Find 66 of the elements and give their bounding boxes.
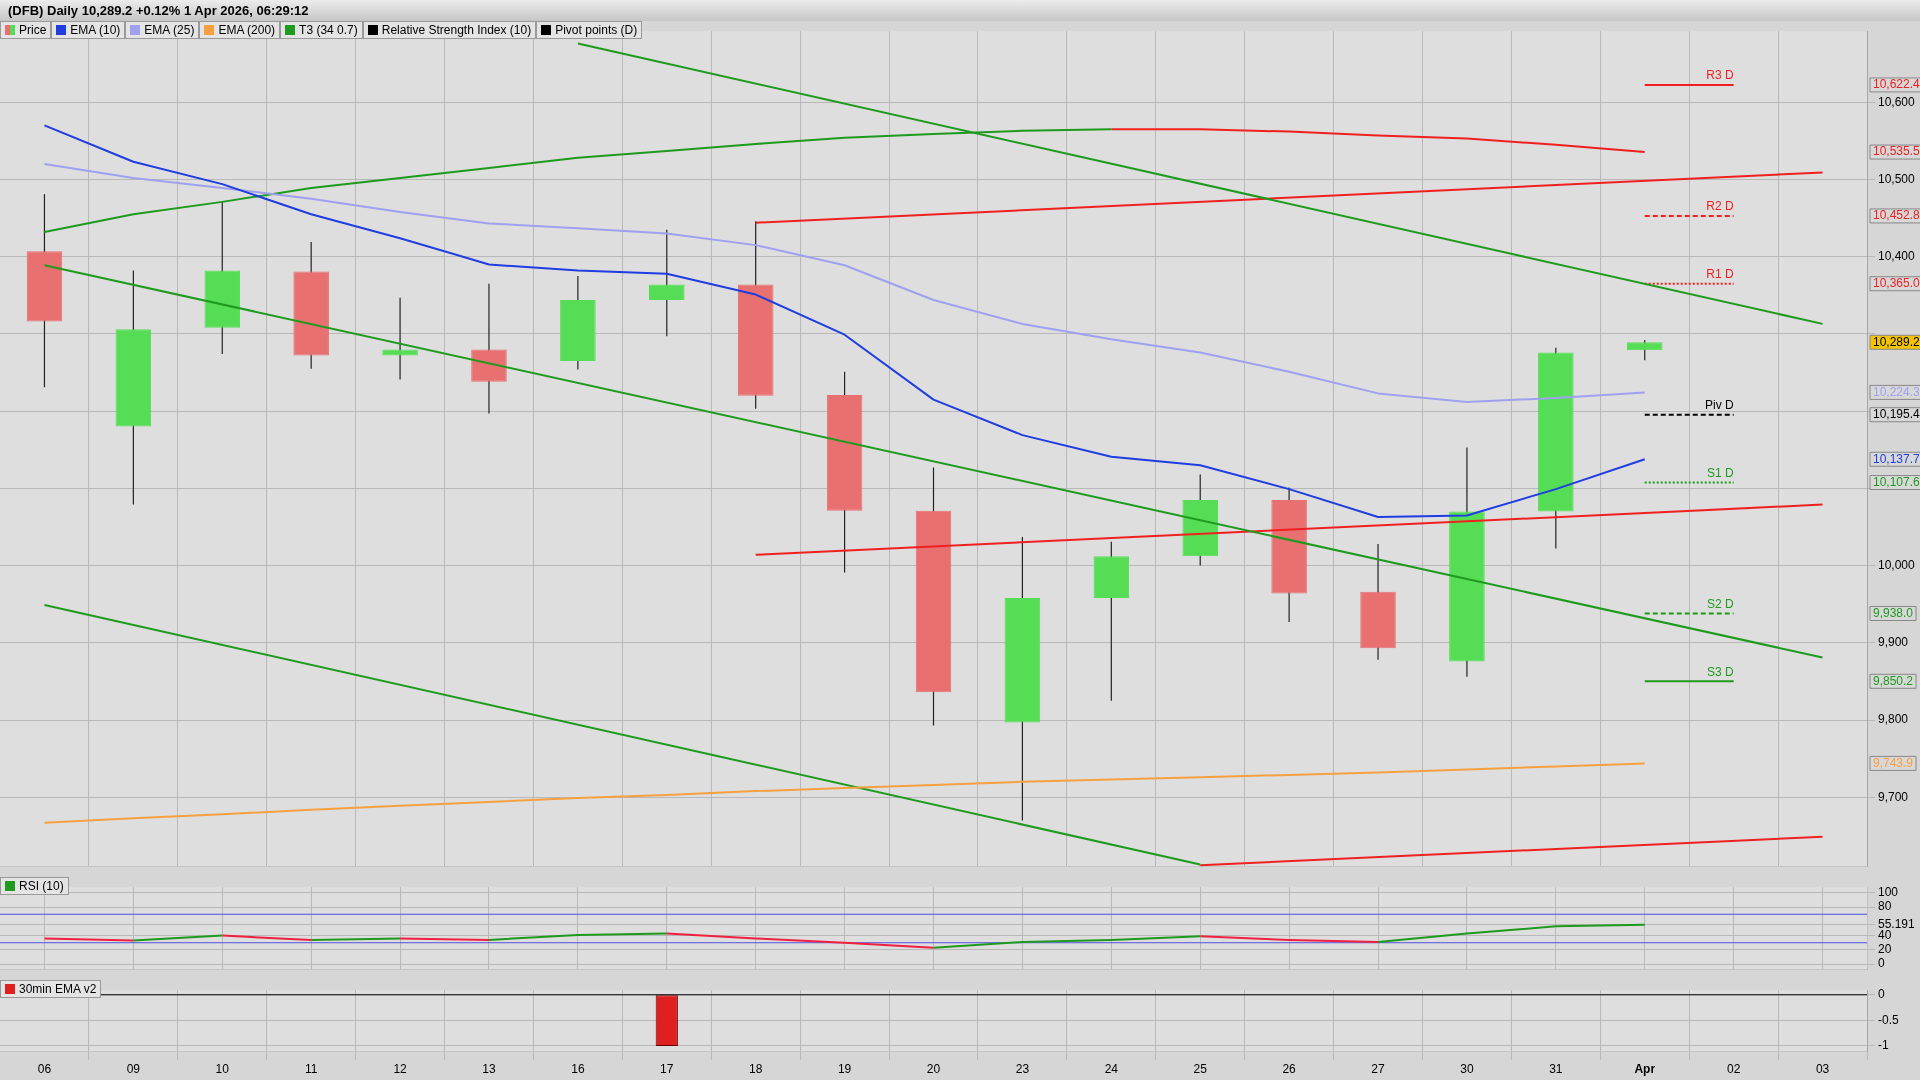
candlestick [382, 297, 418, 381]
y2-tick-label: 10,452.8 [1873, 208, 1920, 223]
y-tick-label: 40 [1878, 927, 1892, 942]
x-tick-label: 17 [660, 1062, 674, 1077]
legend-label: EMA (10) [70, 23, 121, 37]
legend-label: 30min EMA v2 [19, 982, 97, 996]
y2-tick-label: 9,850.2 [1873, 673, 1914, 688]
x-tick-label: 31 [1549, 1062, 1563, 1077]
y2-tick-label: 10,224.3 [1873, 384, 1920, 399]
y2-tick-label: 10,107.6 [1873, 474, 1920, 489]
y-tick-label: 0 [1878, 956, 1885, 971]
series-label: R1 D [1706, 267, 1734, 282]
annotation: Pivot points (D) [555, 23, 638, 37]
legend-label: EMA (200) [218, 23, 276, 37]
y2-tick-label: 10,535.5 [1873, 144, 1920, 159]
series-label: S2 D [1706, 596, 1734, 611]
y-tick-label: 80 [1878, 899, 1892, 914]
legend-label: T3 (34 0.7) [299, 23, 358, 37]
y2-tick-label: 10,137.7 [1873, 451, 1920, 466]
x-tick-label: 09 [126, 1062, 141, 1077]
x-tick-label: 20 [926, 1062, 941, 1077]
x-tick-label: 18 [749, 1062, 763, 1077]
x-tick-label: 02 [1726, 1062, 1741, 1077]
y-tick-label: 10,000 [1878, 557, 1916, 572]
x-tick-label: 25 [1193, 1062, 1208, 1077]
y2-tick-label: 10,365.0 [1873, 276, 1920, 291]
series-label: S3 D [1706, 664, 1734, 679]
x-tick-label: 24 [1104, 1062, 1119, 1077]
series-label: S1 D [1706, 465, 1734, 480]
y-tick-label: -0.5 [1878, 1012, 1899, 1027]
y-tick-label: 10,500 [1878, 171, 1916, 186]
y-tick-label: 20 [1878, 942, 1892, 957]
series-label: Piv D [1704, 398, 1734, 413]
y-tick-label: 10,400 [1878, 249, 1916, 264]
x-tick-label: 06 [37, 1062, 52, 1077]
x-tick-label: 12 [393, 1062, 408, 1077]
x-tick-label: 30 [1460, 1062, 1474, 1077]
y2-tick-label: 9,743.9 [1873, 755, 1914, 770]
x-tick-label: 27 [1371, 1062, 1386, 1077]
annotation: Relative Strength Index (10) [381, 23, 532, 37]
y2-tick-label: 10,195.4 [1873, 407, 1920, 422]
x-tick-label: 11 [304, 1062, 318, 1077]
x-tick-label: 26 [1282, 1062, 1297, 1077]
y2-tick-label: 10,622.4 [1873, 77, 1920, 92]
x-tick-label: 23 [1015, 1062, 1030, 1077]
y-tick-label: 0 [1878, 987, 1885, 1002]
x-tick-label: 13 [482, 1062, 496, 1077]
y-tick-label: 9,700 [1878, 789, 1909, 804]
x-tick-label: 19 [837, 1062, 852, 1077]
legend-label: Price [19, 23, 47, 37]
x-tick-label: 10 [215, 1062, 230, 1077]
x-tick-label: Apr [1634, 1062, 1656, 1077]
y2-tick-label: 10,289.2 [1873, 334, 1920, 349]
y-tick-label: 9,800 [1878, 712, 1909, 727]
legend-label: RSI (10) [19, 879, 64, 893]
y2-tick-label: 9,938.0 [1873, 605, 1914, 620]
x-tick-label: 03 [1815, 1062, 1830, 1077]
y-tick-label: 100 [1878, 885, 1899, 900]
series-label: R3 D [1706, 68, 1734, 83]
y-tick-label: 9,900 [1878, 635, 1909, 650]
series-label: R2 D [1706, 199, 1734, 214]
x-tick-label: 16 [571, 1062, 585, 1077]
legend-label: EMA (25) [144, 23, 195, 37]
chart-title: (DFB) Daily 10,289.2 +0.12% 1 Apr 2026, 06:29:12 [0, 0, 1920, 21]
y-tick-label: -1 [1878, 1038, 1889, 1053]
y-tick-label: 10,600 [1878, 94, 1916, 109]
